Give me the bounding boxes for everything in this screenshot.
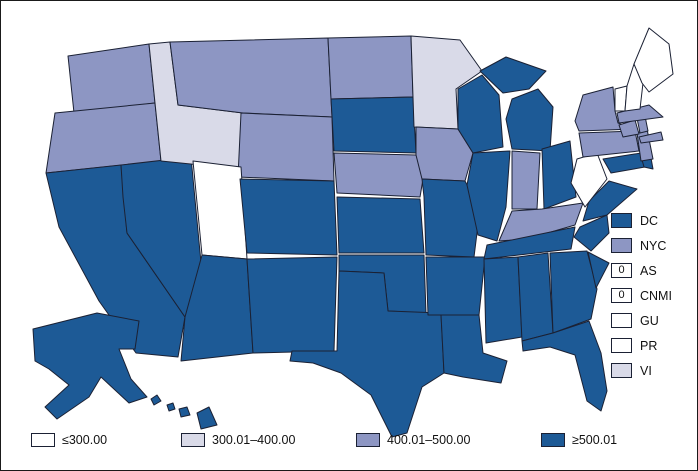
- legend-label-cnmi: CNMI: [640, 288, 672, 303]
- side-legend-row-nyc: NYC: [611, 238, 672, 253]
- state-ny: [574, 86, 636, 132]
- state-wa: [67, 43, 156, 114]
- swatch-value: [612, 239, 631, 252]
- state-tx: [289, 270, 445, 438]
- side-legend-row-gu: GU: [611, 313, 672, 328]
- state-sc: [587, 251, 610, 289]
- state-ma: [616, 104, 664, 124]
- legend-label-vi: VI: [640, 363, 652, 378]
- legend-swatch-pr: [611, 338, 632, 353]
- state-md: [602, 152, 646, 174]
- legend-swatch-as: 0: [611, 263, 632, 278]
- swatch-value: [612, 339, 631, 352]
- state-mn: [410, 35, 483, 130]
- state-nd: [327, 35, 414, 100]
- legend-label-gu: GU: [640, 313, 659, 328]
- state-in: [511, 150, 541, 210]
- side-legend-row-pr: PR: [611, 338, 672, 353]
- side-legend-row-as: 0 AS: [611, 263, 672, 278]
- hawaii-island-2: [166, 402, 176, 412]
- hawaii-island-1: [150, 394, 162, 406]
- swatch-value: 0: [618, 289, 625, 301]
- legend-item-cat4: ≥500.01: [541, 433, 617, 447]
- bottom-legend: ≤300.00 300.01–400.00 400.01–500.00 ≥500…: [1, 433, 697, 457]
- state-nc: [573, 214, 610, 252]
- state-al: [517, 252, 554, 342]
- state-me: [633, 27, 674, 93]
- side-legend-row-cnmi: 0 CNMI: [611, 288, 672, 303]
- hawaii-island-4: [196, 406, 218, 430]
- legend-item-cat3: 400.01–500.00: [356, 433, 470, 447]
- legend-label-pr: PR: [640, 338, 658, 353]
- state-sd: [330, 96, 417, 154]
- state-ks: [336, 196, 425, 254]
- state-la: [440, 314, 508, 384]
- state-nm: [246, 256, 338, 354]
- side-legend-row-vi: VI: [611, 363, 672, 378]
- state-ne: [333, 152, 425, 198]
- legend-label-cat3: 400.01–500.00: [387, 433, 471, 447]
- state-ms: [483, 256, 523, 344]
- legend-swatch-nyc: [611, 238, 632, 253]
- state-va: [582, 180, 638, 222]
- legend-item-cat2: 300.01–400.00: [181, 433, 295, 447]
- state-ar: [425, 256, 486, 316]
- hawaii-island-3: [178, 406, 191, 418]
- state-pa: [578, 130, 640, 158]
- legend-label-as: AS: [640, 263, 657, 278]
- state-il: [466, 150, 511, 242]
- legend-swatch-vi: [611, 363, 632, 378]
- legend-swatch-gu: [611, 313, 632, 328]
- legend-swatch-dc: [611, 213, 632, 228]
- swatch-value: [612, 364, 631, 377]
- state-ak: [32, 312, 148, 420]
- swatch-value: 0: [618, 264, 625, 276]
- legend-swatch-cat2: [181, 433, 205, 447]
- legend-label-cat1: ≤300.00: [62, 433, 108, 447]
- legend-swatch-cat4: [541, 433, 565, 447]
- state-ut: [192, 160, 248, 260]
- legend-swatch-cat1: [31, 433, 55, 447]
- state-fl: [521, 320, 608, 412]
- state-ga: [549, 250, 598, 334]
- state-mt: [169, 37, 333, 118]
- swatch-value: [612, 314, 631, 327]
- side-legend-row-dc: DC: [611, 213, 672, 228]
- state-mi-upper: [479, 56, 547, 94]
- legend-label-dc: DC: [640, 213, 659, 228]
- state-ny-long-island: [638, 131, 664, 144]
- legend-item-cat1: ≤300.00: [31, 433, 107, 447]
- legend-label-cat2: 300.01–400.00: [212, 433, 296, 447]
- swatch-value: [612, 214, 631, 227]
- state-tn: [483, 226, 576, 260]
- state-wi: [457, 74, 504, 154]
- state-wy: [237, 112, 335, 182]
- legend-swatch-cnmi: 0: [611, 288, 632, 303]
- legend-label-nyc: NYC: [640, 238, 667, 253]
- state-oh: [541, 140, 577, 210]
- state-mi-lower: [505, 88, 554, 152]
- side-legend: DC NYC 0 AS 0 CNMI GU PR VI: [611, 213, 672, 378]
- state-az: [180, 254, 254, 362]
- state-co: [239, 178, 338, 256]
- legend-swatch-cat3: [356, 433, 380, 447]
- legend-label-cat4: ≥500.01: [572, 433, 618, 447]
